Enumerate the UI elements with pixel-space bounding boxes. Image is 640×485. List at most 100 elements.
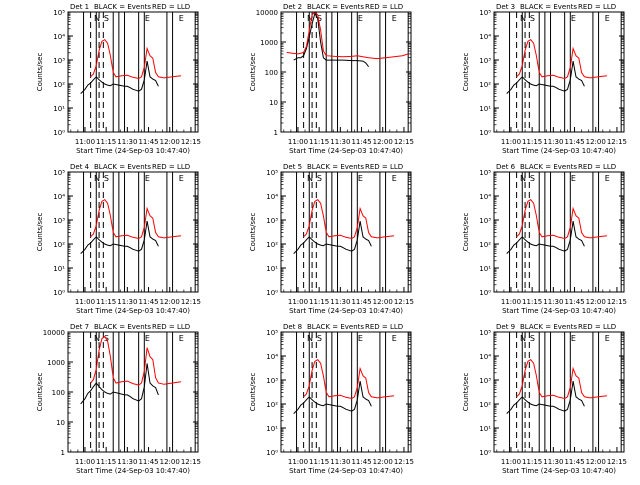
x-tick-label: 11:30	[543, 138, 563, 146]
x-tick-label: 11:00	[75, 458, 95, 466]
panel-title-black: BLACK = Events	[520, 323, 577, 331]
y-tick-label: 10²	[479, 81, 491, 89]
x-tick-label: 11:45	[351, 138, 371, 146]
region-label: E	[605, 14, 610, 23]
region-label: S	[530, 14, 535, 23]
region-label: E	[358, 334, 363, 343]
region-label: E	[392, 14, 397, 23]
region-label: E	[605, 174, 610, 183]
y-tick-label: 10⁴	[479, 193, 491, 201]
red-lld-line	[516, 199, 608, 240]
x-tick-label: 11:00	[288, 458, 308, 466]
x-tick-label: 12:15	[394, 458, 414, 466]
y-tick-label: 10⁵	[479, 169, 491, 177]
region-label: N	[307, 14, 313, 23]
y-tick-label: 10000	[256, 9, 278, 17]
red-lld-line	[303, 359, 395, 400]
x-tick-label: 11:15	[522, 138, 542, 146]
x-tick-label: 11:30	[543, 458, 563, 466]
x-tick-label: 11:30	[330, 138, 350, 146]
y-tick-label: 10³	[53, 57, 65, 65]
region-label: N	[520, 174, 526, 183]
y-axis-label: Counts/sec	[462, 213, 470, 252]
x-tick-label: 11:15	[522, 298, 542, 306]
x-tick-label: 12:15	[181, 458, 201, 466]
y-tick-label: 10¹	[266, 265, 278, 273]
region-label: E	[179, 334, 184, 343]
panel-title-det: Det 6	[496, 163, 516, 171]
plot-frame	[280, 11, 412, 133]
detector-panel-6: N S E E 10⁰ 10¹ 10² 10³ 10⁴ 10⁵ 11:00 11:15 11:30 11:…	[462, 163, 627, 315]
y-axis-label: Counts/sec	[36, 53, 44, 92]
x-axis-label: Start Time (24-Sep-03 10:47:40)	[502, 307, 616, 315]
detector-panel-5: N S E E 10⁰ 10¹ 10² 10³ 10⁴ 10⁵ 11:00 11:15 11:30 11:…	[249, 163, 414, 315]
y-tick-label: 10³	[479, 377, 491, 385]
black-events-line	[293, 12, 369, 68]
x-tick-label: 12:00	[586, 298, 606, 306]
y-tick-label: 10²	[479, 241, 491, 249]
x-tick-label: 12:15	[181, 298, 201, 306]
red-lld-line	[90, 199, 182, 240]
black-events-line	[80, 61, 159, 94]
x-axis-label: Start Time (24-Sep-03 10:47:40)	[76, 467, 190, 475]
x-tick-label: 12:15	[607, 138, 627, 146]
panel-title-red: RED = LLD	[152, 323, 190, 331]
y-tick-label: 10⁴	[266, 353, 278, 361]
region-label: N	[307, 334, 313, 343]
y-tick-label: 10⁰	[479, 289, 491, 297]
region-label: E	[358, 174, 363, 183]
region-label: N	[520, 334, 526, 343]
region-label: E	[392, 334, 397, 343]
panel-title-black: BLACK = Events	[520, 163, 577, 171]
y-tick-label: 10⁵	[53, 169, 65, 177]
black-events-line	[80, 221, 159, 254]
y-tick-label: 10⁴	[53, 193, 65, 201]
plot-frame	[67, 331, 199, 453]
x-axis-label: Start Time (24-Sep-03 10:47:40)	[76, 147, 190, 155]
detector-panel-4: N S E E 10⁰ 10¹ 10² 10³ 10⁴ 10⁵ 11:00 11:15 11:30 11:…	[36, 163, 201, 315]
region-label: E	[145, 174, 150, 183]
x-tick-label: 11:45	[351, 298, 371, 306]
x-tick-label: 11:00	[75, 298, 95, 306]
plot-frame	[493, 331, 625, 453]
x-tick-label: 12:15	[607, 458, 627, 466]
y-tick-label: 10¹	[53, 105, 65, 113]
y-tick-label: 10³	[53, 217, 65, 225]
x-tick-label: 11:30	[117, 298, 137, 306]
region-label: E	[179, 14, 184, 23]
black-events-line	[293, 221, 372, 254]
red-lld-line	[90, 39, 182, 80]
panel-title-det: Det 4	[70, 163, 90, 171]
panel-title-red: RED = LLD	[365, 163, 403, 171]
y-tick-label: 1	[61, 449, 65, 457]
region-label: N	[94, 174, 100, 183]
region-label: S	[104, 14, 109, 23]
x-tick-label: 11:15	[309, 298, 329, 306]
y-tick-label: 10⁰	[479, 449, 491, 457]
y-tick-label: 10⁰	[53, 129, 65, 137]
y-tick-label: 10¹	[479, 265, 491, 273]
y-tick-label: 10⁴	[266, 193, 278, 201]
y-tick-label: 10⁵	[53, 9, 65, 17]
y-tick-label: 10⁰	[53, 289, 65, 297]
x-tick-label: 11:15	[522, 458, 542, 466]
y-tick-label: 10	[56, 419, 65, 427]
red-lld-line	[516, 39, 608, 80]
detector-panel-8: N S E E 10⁰ 10¹ 10² 10³ 10⁴ 10⁵ 11:00 11:15 11:30 11:…	[249, 323, 414, 475]
plot-frame	[493, 171, 625, 293]
y-tick-label: 10⁰	[266, 449, 278, 457]
x-tick-label: 11:45	[564, 458, 584, 466]
region-label: E	[145, 334, 150, 343]
region-label: E	[145, 14, 150, 23]
plot-frame	[493, 11, 625, 133]
y-tick-label: 10⁰	[479, 129, 491, 137]
x-axis-label: Start Time (24-Sep-03 10:47:40)	[76, 307, 190, 315]
x-tick-label: 12:00	[586, 138, 606, 146]
panel-title-black: BLACK = Events	[94, 163, 151, 171]
y-axis-label: Counts/sec	[462, 53, 470, 92]
detector-panel-3: N S E E 10⁰ 10¹ 10² 10³ 10⁴ 10⁵ 11:00 11:15 11:30 11:…	[462, 3, 627, 155]
plot-frame	[67, 171, 199, 293]
